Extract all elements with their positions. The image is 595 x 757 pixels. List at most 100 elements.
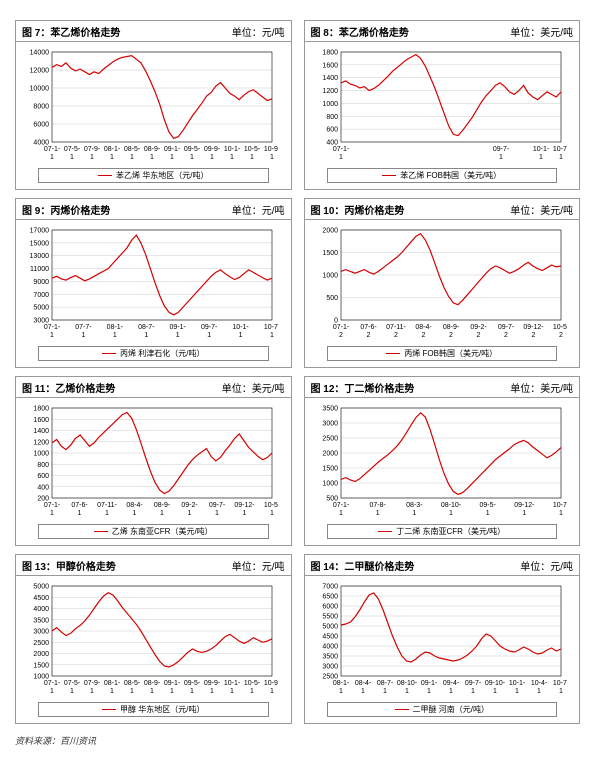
chart-body: 50010001500200025003000350007-1-107-8-10… xyxy=(305,398,580,545)
svg-text:07-1-: 07-1- xyxy=(332,324,349,331)
svg-text:8000: 8000 xyxy=(33,104,49,111)
svg-text:08-5-: 08-5- xyxy=(124,680,141,687)
chart-panel-c10: 图 10：丙烯价格走势 单位：美元/吨 050010001500200007-1… xyxy=(304,198,581,368)
svg-text:1: 1 xyxy=(361,688,365,695)
legend-label: 苯乙烯 华东地区（元/吨） xyxy=(116,170,208,181)
svg-text:2: 2 xyxy=(449,332,453,339)
svg-text:08-4-: 08-4- xyxy=(354,680,371,687)
svg-text:10-7-: 10-7- xyxy=(552,146,566,153)
chart-body: 30005000700090001100013000150001700007-1… xyxy=(16,220,291,367)
legend-swatch xyxy=(378,531,392,532)
svg-text:1: 1 xyxy=(207,332,211,339)
svg-text:1500: 1500 xyxy=(322,250,338,257)
svg-text:4500: 4500 xyxy=(33,595,49,602)
svg-text:1: 1 xyxy=(559,154,563,161)
svg-text:07-1-: 07-1- xyxy=(332,146,349,153)
panel-unit: 单位：美元/吨 xyxy=(510,380,573,395)
svg-text:1000: 1000 xyxy=(322,273,338,280)
svg-text:1: 1 xyxy=(190,154,194,161)
svg-text:1: 1 xyxy=(81,332,85,339)
svg-text:2: 2 xyxy=(421,332,425,339)
chart-svg: 4006008001000120014001600180007-1-109-7-… xyxy=(307,46,567,166)
svg-text:1: 1 xyxy=(50,332,54,339)
svg-text:09-12-: 09-12- xyxy=(523,324,544,331)
legend-label: 苯乙烯 FOB韩国（美元/吨） xyxy=(400,170,501,181)
svg-text:1500: 1500 xyxy=(322,466,338,473)
chart-body: 2500300035004000450050005500600065007000… xyxy=(305,576,580,723)
svg-text:10-1-: 10-1- xyxy=(224,680,241,687)
svg-text:1: 1 xyxy=(537,688,541,695)
svg-text:07-6-: 07-6- xyxy=(71,502,88,509)
svg-text:08-4-: 08-4- xyxy=(126,502,143,509)
svg-text:2500: 2500 xyxy=(322,436,338,443)
svg-text:2: 2 xyxy=(559,332,563,339)
svg-text:1: 1 xyxy=(160,510,164,517)
legend: 二甲醚 河南（元/吨） xyxy=(327,702,558,717)
svg-text:600: 600 xyxy=(37,473,49,480)
svg-text:10000: 10000 xyxy=(30,86,50,93)
svg-text:1500: 1500 xyxy=(33,662,49,669)
legend-swatch xyxy=(94,531,108,532)
svg-text:1: 1 xyxy=(250,688,254,695)
legend: 丙烯 利津石化（元/吨） xyxy=(38,346,269,361)
chart-body: 40006000800010000120001400007-1-107-5-10… xyxy=(16,42,291,189)
svg-text:09-10-: 09-10- xyxy=(484,680,505,687)
svg-text:1: 1 xyxy=(170,688,174,695)
svg-text:09-4-: 09-4- xyxy=(442,680,459,687)
svg-text:1: 1 xyxy=(50,154,54,161)
svg-text:1: 1 xyxy=(515,688,519,695)
svg-text:1: 1 xyxy=(522,510,526,517)
svg-text:09-7-: 09-7- xyxy=(209,502,226,509)
svg-text:2500: 2500 xyxy=(33,640,49,647)
svg-text:09-2-: 09-2- xyxy=(181,502,198,509)
svg-text:09-9-: 09-9- xyxy=(204,680,221,687)
svg-text:09-5-: 09-5- xyxy=(184,146,201,153)
chart-panel-c7: 图 7：苯乙烯价格走势 单位：元/吨 400060008000100001200… xyxy=(15,20,292,190)
svg-text:1000: 1000 xyxy=(322,101,338,108)
svg-text:07-1-: 07-1- xyxy=(44,680,61,687)
svg-text:1800: 1800 xyxy=(33,406,49,413)
svg-text:09-5-: 09-5- xyxy=(184,680,201,687)
svg-text:10-5-: 10-5- xyxy=(244,680,261,687)
svg-text:1: 1 xyxy=(427,688,431,695)
panel-unit: 单位：元/吨 xyxy=(232,202,285,217)
svg-text:1: 1 xyxy=(243,510,247,517)
chart-svg: 40006000800010000120001400007-1-107-5-10… xyxy=(18,46,278,166)
chart-panel-c12: 图 12：丁二烯价格走势 单位：美元/吨 5001000150020002500… xyxy=(304,376,581,546)
svg-text:07-5-: 07-5- xyxy=(64,146,81,153)
svg-text:1: 1 xyxy=(176,332,180,339)
chart-svg: 30005000700090001100013000150001700007-1… xyxy=(18,224,278,344)
svg-text:10-7-: 10-7- xyxy=(264,324,278,331)
svg-text:09-5-: 09-5- xyxy=(479,502,496,509)
svg-text:1: 1 xyxy=(130,154,134,161)
svg-text:1: 1 xyxy=(110,154,114,161)
chart-body: 2004006008001000120014001600180007-1-107… xyxy=(16,398,291,545)
chart-body: 050010001500200007-1-207-6-207-11-208-4-… xyxy=(305,220,580,367)
panel-unit: 单位：美元/吨 xyxy=(510,202,573,217)
svg-text:1: 1 xyxy=(144,332,148,339)
legend: 甲醇 华东地区（元/吨） xyxy=(38,702,269,717)
chart-svg: 10001500200025003000350040004500500007-1… xyxy=(18,580,278,700)
legend-label: 甲醇 华东地区（元/吨） xyxy=(120,704,204,715)
svg-text:400: 400 xyxy=(37,484,49,491)
svg-text:1: 1 xyxy=(339,688,343,695)
panel-title: 图 14：二甲醚价格走势 xyxy=(311,558,415,573)
panel-unit: 单位：元/吨 xyxy=(520,558,573,573)
svg-text:07-9-: 07-9- xyxy=(84,680,101,687)
svg-text:1: 1 xyxy=(78,510,82,517)
svg-text:3000: 3000 xyxy=(322,664,338,671)
panel-header: 图 10：丙烯价格走势 单位：美元/吨 xyxy=(305,199,580,220)
svg-text:07-9-: 07-9- xyxy=(84,146,101,153)
svg-text:10-5-: 10-5- xyxy=(244,146,261,153)
svg-text:07-1-: 07-1- xyxy=(44,146,61,153)
svg-text:4000: 4000 xyxy=(33,606,49,613)
svg-text:08-10-: 08-10- xyxy=(396,680,417,687)
svg-text:07-1-: 07-1- xyxy=(44,502,61,509)
svg-text:08-7-: 08-7- xyxy=(138,324,155,331)
svg-text:12000: 12000 xyxy=(30,68,50,75)
svg-text:7000: 7000 xyxy=(33,292,49,299)
source-line: 资料来源：百川资讯 xyxy=(15,734,580,747)
svg-text:08-10-: 08-10- xyxy=(440,502,461,509)
svg-text:10-1-: 10-1- xyxy=(532,146,549,153)
svg-text:1: 1 xyxy=(559,688,563,695)
